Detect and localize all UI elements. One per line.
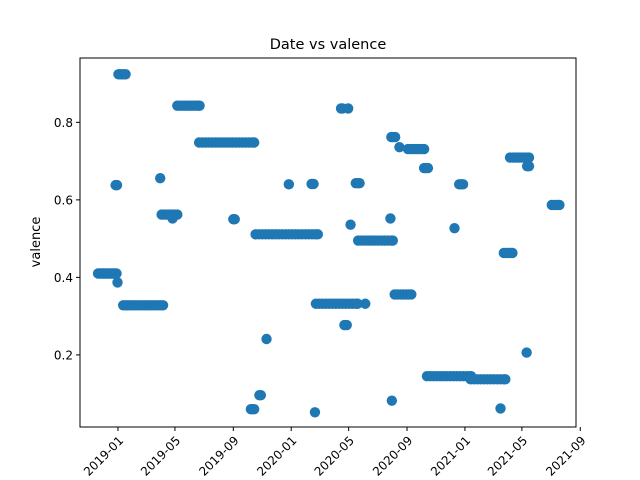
data-point xyxy=(309,407,321,418)
y-tick-label: 0.8 xyxy=(54,116,73,130)
data-point xyxy=(523,152,535,163)
x-tick-label: 2019-05 xyxy=(138,433,183,478)
x-tick-label: 2020-09 xyxy=(370,433,415,478)
y-axis-label: valence xyxy=(29,217,44,268)
data-point xyxy=(385,213,396,224)
x-tick-label: 2019-01 xyxy=(81,433,126,478)
x-tick-label: 2021-09 xyxy=(543,433,588,478)
data-point xyxy=(352,298,363,309)
x-tick-label: 2019-09 xyxy=(196,433,241,478)
x-tick-label: 2021-01 xyxy=(428,433,473,478)
data-point xyxy=(422,162,434,174)
data-point xyxy=(341,319,352,331)
data-point xyxy=(386,395,398,406)
data-point xyxy=(457,179,469,190)
data-point xyxy=(157,300,169,311)
data-point xyxy=(155,172,166,184)
y-tick-label: 0.2 xyxy=(54,348,73,362)
data-point xyxy=(521,347,532,358)
y-tick-label: 0.6 xyxy=(54,193,73,207)
data-point xyxy=(261,333,272,345)
data-point xyxy=(523,160,535,172)
data-point xyxy=(500,374,511,385)
data-point xyxy=(495,403,506,414)
data-point xyxy=(345,219,356,230)
data-point xyxy=(120,69,131,80)
chart-title: Date vs valence xyxy=(270,37,387,53)
data-point xyxy=(418,143,430,155)
x-tick-label: 2021-05 xyxy=(485,433,530,478)
data-point xyxy=(229,214,240,225)
data-point xyxy=(308,178,319,190)
data-point xyxy=(406,289,417,300)
axes-frame xyxy=(79,57,577,428)
x-tick-label: 2020-01 xyxy=(254,433,299,478)
x-tick-label: 2020-05 xyxy=(312,433,357,478)
data-point xyxy=(449,222,460,234)
data-point xyxy=(194,100,205,111)
data-point xyxy=(554,199,565,211)
data-point xyxy=(255,390,267,401)
data-point xyxy=(354,178,365,189)
data-point xyxy=(167,213,178,224)
data-points xyxy=(92,69,565,418)
data-point xyxy=(111,179,123,191)
data-point xyxy=(394,141,405,153)
data-point xyxy=(248,137,260,148)
data-point xyxy=(283,179,295,190)
data-point xyxy=(342,103,354,114)
data-point xyxy=(389,131,401,143)
y-axis-ticks: 0.2 0.4 0.6 0.8 xyxy=(54,116,80,362)
data-point xyxy=(248,403,260,415)
data-point xyxy=(312,229,323,240)
data-point xyxy=(360,298,371,309)
data-point xyxy=(507,247,518,259)
data-point xyxy=(111,268,122,279)
data-point xyxy=(387,235,398,246)
y-tick-label: 0.4 xyxy=(54,271,73,285)
data-point xyxy=(112,277,123,288)
x-axis-ticks: 2019-01 2019-05 2019-09 2020-01 2020-05 2020-… xyxy=(81,427,589,479)
